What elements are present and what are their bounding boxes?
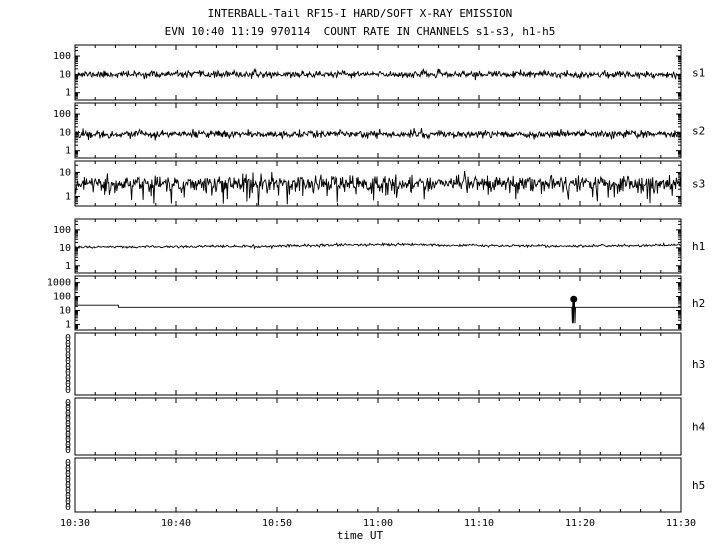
ytick-label: 10 [59,69,71,80]
channel-label-s2: s2 [692,125,705,138]
plot-subtitle: EVN 10:40 11:19 970114 COUNT RATE IN CHA… [164,25,556,38]
ytick-label: 1 [65,261,71,272]
panel-s2: 100 10 1 s2 [53,102,705,159]
ytick-label: 0 [65,362,71,373]
panel-frame [74,275,682,331]
xtick-label: 11:00 [363,518,393,529]
ytick-label: 100 [53,225,71,236]
plot-title: INTERBALL-Tail RF15-I HARD/SOFT X-RAY EM… [207,7,513,20]
panel-h2: 1000 100 10 1 h2 [47,275,705,331]
ytick-label: 0 [65,440,71,451]
ytick-label: 0 [65,424,71,435]
ytick-label: 0 [65,445,71,456]
xtick-label: 10:40 [161,518,191,529]
ytick-label: 100 [53,51,71,62]
xtick-label: 10:50 [262,518,292,529]
panel-s3: 10 1 s3 [59,160,705,207]
panel-frame [74,44,682,101]
channel-label-h5: h5 [692,479,705,492]
ytick-label: 100 [53,109,71,120]
trace-h1 [74,242,682,250]
xtick-label: 11:10 [464,518,494,529]
xtick-label: 10:30 [60,518,90,529]
ytick-label: 0 [65,464,71,475]
xtick-label: 11:20 [565,518,595,529]
ytick-label: 0 [65,350,71,361]
ytick-label: 0 [65,475,71,486]
ytick-label: 0 [65,356,71,367]
ytick-label: 0 [65,379,71,390]
ytick-label: 10 [59,306,71,317]
ytick-label: 0 [65,458,71,469]
channel-label-s1: s1 [692,67,705,80]
ytick-label: 0 [65,333,71,344]
panel-frame [74,102,682,159]
ytick-label: 0 [65,491,71,502]
ytick-label: 1 [65,88,71,99]
trace-h2 [75,297,681,324]
trace-s1 [74,67,682,81]
panel-frame [74,397,682,456]
trace-s2 [74,128,682,141]
channel-label-h2: h2 [692,297,705,310]
panel-frame [74,457,682,513]
ytick-label: 1000 [47,278,71,289]
ytick-label: 0 [65,469,71,480]
trace-s3 [74,171,682,206]
ytick-label: 1 [65,319,71,330]
ytick-label: 0 [65,486,71,497]
ytick-label: 0 [65,429,71,440]
ytick-label: 10 [59,243,71,254]
ytick-label: 0 [65,408,71,419]
ytick-label: 100 [53,292,71,303]
ytick-label: 0 [65,368,71,379]
ytick-label: 0 [65,398,71,409]
ytick-label: 10 [59,127,71,138]
panel-h1: 100 10 1 h1 [53,218,705,274]
ytick-label: 0 [65,502,71,513]
burst-marker [570,295,578,303]
ytick-label: 0 [65,373,71,384]
channel-label-h3: h3 [692,358,705,371]
ytick-label: 10 [59,167,71,178]
ytick-label: 1 [65,146,71,157]
panel-frame [74,218,682,274]
ytick-label: 0 [65,339,71,350]
channel-label-h4: h4 [692,421,706,434]
panel-frame [74,332,682,396]
ytick-label: 0 [65,480,71,491]
xtick-label: 11:30 [666,518,696,529]
x-axis-label: time UT [336,529,384,542]
channel-label-h1: h1 [692,240,705,253]
ytick-label: 0 [65,385,71,396]
ytick-label: 0 [65,403,71,414]
panel-s1: 100 10 1 s1 [53,44,705,101]
ytick-label: 0 [65,414,71,425]
ytick-label: 0 [65,435,71,446]
ytick-label: 0 [65,419,71,430]
ytick-label: 1 [65,191,71,202]
ytick-label: 0 [65,345,71,356]
ytick-label: 0 [65,497,71,508]
channel-label-s3: s3 [692,178,705,191]
